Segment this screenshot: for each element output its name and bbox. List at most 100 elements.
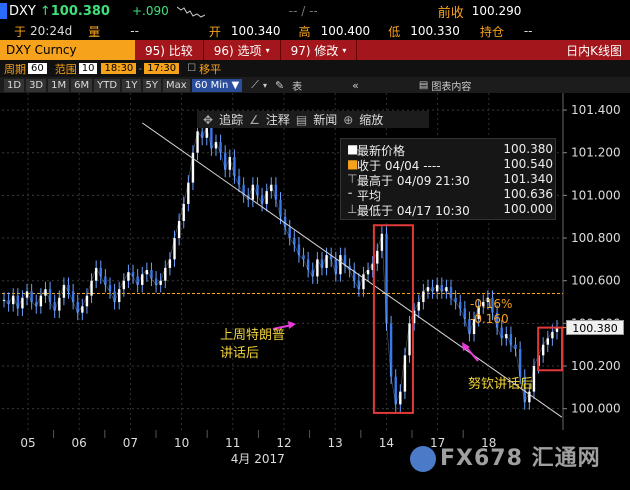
candle-body bbox=[224, 152, 227, 170]
candle-body bbox=[541, 344, 545, 356]
news-icon[interactable]: ▤ bbox=[295, 112, 308, 127]
candle-body bbox=[329, 255, 333, 260]
candle-body bbox=[53, 302, 56, 311]
ticker-field[interactable]: DXY Curncy bbox=[0, 40, 135, 60]
range-button-ytd[interactable]: YTD bbox=[94, 78, 121, 92]
candle-body bbox=[131, 272, 135, 277]
legend-item: ⊤ 最高于 04/09 21:30 101.340 bbox=[347, 172, 553, 188]
last-price: 100.380 bbox=[50, 3, 110, 19]
range-button-1d[interactable]: 1D bbox=[4, 78, 25, 92]
candle-body bbox=[7, 299, 10, 305]
track-button[interactable]: 追踪 bbox=[219, 113, 244, 127]
options-menu[interactable]: 96) 选项 ▾ bbox=[203, 40, 281, 60]
chevron-down-icon[interactable]: ▾ bbox=[262, 80, 267, 90]
range-button-1m[interactable]: 1M bbox=[48, 78, 70, 92]
period-bar: 周期 60 范围 10 18:30 - 17:30 ☐ 移平 bbox=[0, 60, 630, 77]
candle-body bbox=[454, 297, 457, 303]
candle-body bbox=[191, 152, 195, 183]
period-input[interactable]: 60 bbox=[28, 63, 47, 74]
candle-body bbox=[283, 216, 287, 228]
candle-body bbox=[76, 302, 79, 313]
candle-body bbox=[555, 327, 559, 332]
candle-body bbox=[357, 280, 361, 290]
annotate-icon[interactable]: ∠ bbox=[249, 112, 260, 127]
range-button-6m[interactable]: 6M bbox=[71, 78, 93, 92]
range-button-max[interactable]: Max bbox=[163, 78, 190, 92]
candle-body bbox=[182, 203, 185, 221]
chevron-down-icon: ▾ bbox=[265, 45, 270, 55]
candle-body bbox=[343, 255, 347, 266]
candle-body bbox=[288, 227, 291, 239]
trend-line bbox=[141, 122, 563, 418]
y-tick-label: 101.400 bbox=[571, 103, 621, 117]
quote-header-row-1: DXY ↑ 100.380 +.090 -- / -- 前收 100.290 bbox=[0, 0, 630, 22]
candle-body bbox=[187, 182, 190, 204]
table-label[interactable]: 表 bbox=[292, 81, 303, 93]
x-tick-label: 10 bbox=[174, 436, 189, 450]
chart-toolbar: 1D 3D 1M 6M YTD 1Y 5Y Max 60 Min ▼ ⟋ ▾ ✎… bbox=[0, 77, 630, 93]
zoom-icon[interactable]: ⊕ bbox=[343, 112, 354, 127]
chart-content-icon[interactable]: ▤ bbox=[418, 79, 429, 91]
chart-content-label[interactable]: 图表内容 bbox=[431, 81, 472, 93]
candle-body bbox=[449, 287, 453, 298]
candle-body bbox=[403, 355, 407, 392]
low-label: 低 bbox=[388, 24, 401, 39]
candle-body bbox=[2, 299, 6, 301]
symbol-label: DXY bbox=[9, 3, 36, 19]
y-tick-label: 101.000 bbox=[571, 188, 621, 202]
candle-body bbox=[274, 184, 278, 200]
candle-body bbox=[214, 142, 218, 149]
candle-body bbox=[237, 176, 241, 185]
candle-body bbox=[219, 142, 222, 153]
candle-body bbox=[12, 295, 15, 305]
candle-body bbox=[85, 295, 89, 307]
candle-body bbox=[62, 284, 66, 298]
candle-body bbox=[435, 284, 439, 292]
x-tick-label: 05 bbox=[20, 436, 35, 450]
news-button[interactable]: 新闻 bbox=[313, 113, 338, 127]
last-price-tag: 100.380 bbox=[566, 320, 624, 335]
candle-body bbox=[334, 259, 337, 275]
prev-close-value: 100.290 bbox=[471, 4, 522, 18]
candle-body bbox=[412, 310, 416, 324]
x-month-label: 4月 2017 bbox=[231, 452, 285, 466]
candle-body bbox=[228, 156, 232, 170]
modify-menu[interactable]: 97) 修改 ▾ bbox=[280, 40, 358, 60]
candle-body bbox=[546, 338, 549, 345]
x-tick-label: 18 bbox=[481, 436, 496, 450]
pencil-icon[interactable]: ✎ bbox=[274, 78, 285, 92]
crosshair-icon[interactable]: ✥ bbox=[203, 112, 214, 127]
candle-body bbox=[94, 267, 98, 281]
candle-body bbox=[505, 334, 508, 339]
candle-body bbox=[468, 319, 471, 335]
candle-body bbox=[463, 308, 467, 320]
candle-body bbox=[408, 323, 411, 356]
move-label: 移平 bbox=[199, 62, 222, 76]
checkbox[interactable]: ☐ bbox=[187, 63, 197, 74]
compare-menu[interactable]: 95) 比较 bbox=[135, 40, 204, 60]
candle-body bbox=[270, 184, 273, 192]
chart-legend: ■ 最新价格 100.380 ■ 收于 04/04 ---- 100.540 ⊤ 最高于 … bbox=[340, 138, 556, 220]
interval-dropdown[interactable]: 60 Min ▼ bbox=[191, 78, 243, 92]
y-tick-label: 100.000 bbox=[571, 402, 621, 416]
time-to-input[interactable]: 17:30 bbox=[144, 63, 180, 74]
range-button-1y[interactable]: 1Y bbox=[122, 78, 141, 92]
volume-label: 量 bbox=[88, 24, 101, 39]
candle-body bbox=[81, 306, 84, 313]
time-from-input[interactable]: 18:30 bbox=[101, 63, 137, 74]
range-button-3d[interactable]: 3D bbox=[26, 78, 47, 92]
time-label: 于 bbox=[14, 24, 27, 39]
candle-body bbox=[417, 302, 420, 311]
zoom-button[interactable]: 缩放 bbox=[359, 113, 384, 127]
range-button-5y[interactable]: 5Y bbox=[142, 78, 162, 92]
candle-body bbox=[399, 391, 402, 405]
candle-body bbox=[362, 274, 365, 290]
candle-body bbox=[260, 195, 264, 204]
collapse-icon[interactable]: « bbox=[352, 78, 359, 92]
line-chart-icon[interactable]: ⟋ bbox=[251, 78, 259, 91]
range-input[interactable]: 10 bbox=[78, 63, 98, 74]
y-tick-label: 100.800 bbox=[571, 231, 621, 245]
candle-body bbox=[514, 344, 517, 349]
candle-body bbox=[371, 263, 374, 271]
annotate-button[interactable]: 注释 bbox=[265, 113, 290, 127]
